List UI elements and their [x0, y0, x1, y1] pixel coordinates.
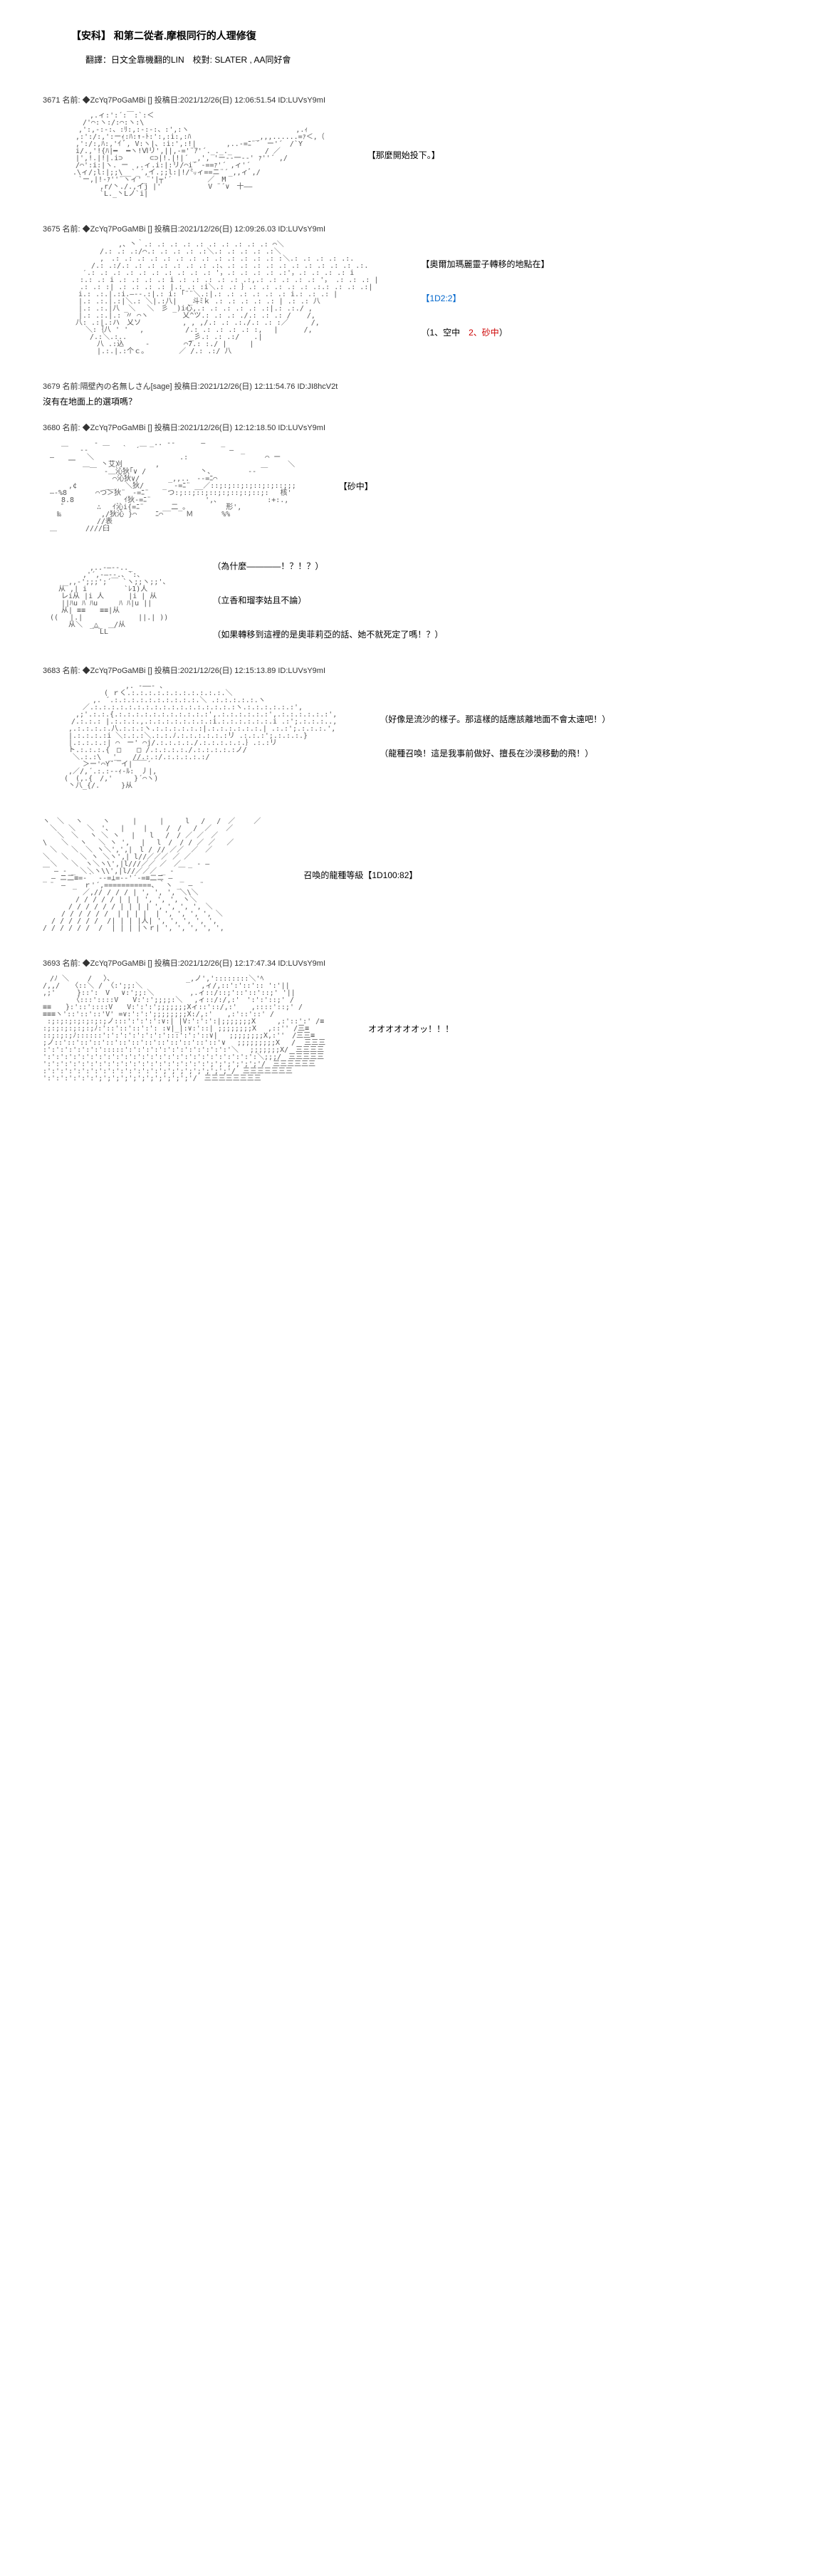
side-text: 【砂中】 — [339, 478, 373, 495]
post-body: ,.ィ:':´:￣:`:＜ /'⌒:ヽ:/:⌒:ヽ:\ ,':,-:-:、:ﾘ:… — [28, 109, 793, 202]
post-header: 3675 名前: ◆ZcYq7PoGaMBi [] 投稿日:2021/12/26… — [43, 223, 793, 234]
posts-container: 3671 名前: ◆ZcYq7PoGaMBi [] 投稿日:2021/12/26… — [28, 94, 793, 1086]
post-header: 3693 名前: ◆ZcYq7PoGaMBi [] 投稿日:2021/12/26… — [43, 957, 793, 969]
page-subtitle: 翻譯：日文全靠機翻的LIN 校對: SLATER , AA同好會 — [85, 53, 793, 66]
ascii-art: ,、丶｀.: .: .: .: .: .: .: .: .: .: ⌒＼ /.:… — [28, 238, 392, 359]
page-title: 【安科】 和第二從者.摩根同行的人理修復 — [71, 28, 793, 43]
ascii-art: ,..-―‐-.._ ,'´,-―--.、`:、 _,,-';;;';´￣ `ヽ… — [28, 561, 184, 640]
post-header: 3671 名前: ◆ZcYq7PoGaMBi [] 投稿日:2021/12/26… — [43, 94, 793, 105]
side-text: 【奧爾加瑪麗靈子轉移的地點在】【1D2:2】（1、空中 2、砂中） — [421, 256, 549, 341]
post-header: 3679 名前:隔壁內の名無しさん[sage] 投稿日:2021/12/26(日… — [43, 380, 793, 392]
side-text: （好像是流沙的樣子。那這樣的話應該離地面不會太遠吧！）（龍種召喚！這是我事前做好… — [380, 711, 610, 762]
side-text: 【那麼開始投下。】 — [367, 147, 440, 164]
post-body: ,. -――- 、 ( ｒく.:.:.:.:.:.:.:.:.:.:.:.＼ ,… — [28, 679, 793, 793]
ascii-art: ‐ ＿ _.. -‐ ― _ ￣ ‐- ｀ ´￣ ― _ ― ＿ ＼ .: ⌒ … — [28, 437, 310, 536]
post-body: ヽ ＼ ヽ ヽ | | l / / ／ ／ ＼ ＼ ＼ '、 | | / / /… — [28, 815, 793, 936]
ascii-art: ヽ ＼ ヽ ヽ | | l / / ／ ／ ＼ ＼ ＼ '、 | | / / /… — [28, 815, 275, 936]
ascii-art: ,.ィ:':´:￣:`:＜ /'⌒:ヽ:/:⌒:ヽ:\ ,':,-:-:、:ﾘ:… — [28, 109, 339, 202]
post-body: ,..-―‐-.._ ,'´,-―--.、`:、 _,,-';;;';´￣ `ヽ… — [28, 558, 793, 643]
ascii-art: ,. -――- 、 ( ｒく.:.:.:.:.:.:.:.:.:.:.:.＼ ,… — [28, 679, 351, 793]
post-body: ,、丶｀.: .: .: .: .: .: .: .: .: .: ⌒＼ /.:… — [28, 238, 793, 359]
ascii-art: /ﾉ ＼ / 〉、 _,ノ','::::::::＼'ﾍ /,,/ 〈::＼ / … — [28, 972, 340, 1086]
post-header: 3680 名前: ◆ZcYq7PoGaMBi [] 投稿日:2021/12/26… — [43, 422, 793, 433]
side-text: オオオオオオッ！！！ — [368, 1021, 454, 1038]
side-text: （為什麼————！？！？）（立香和瑠李姑且不論）（如果轉移到這裡的是奧菲莉亞的話… — [212, 558, 443, 643]
post-body: /ﾉ ＼ / 〉、 _,ノ','::::::::＼'ﾍ /,,/ 〈::＼ / … — [28, 972, 793, 1086]
side-text: 召喚的龍種等級【1D100:82】 — [303, 867, 417, 884]
post-text: 沒有在地面上的選項嗎？ — [43, 395, 793, 407]
post-header: 3683 名前: ◆ZcYq7PoGaMBi [] 投稿日:2021/12/26… — [43, 664, 793, 676]
post-body: ‐ ＿ _.. -‐ ― _ ￣ ‐- ｀ ´￣ ― _ ― ＿ ＼ .: ⌒ … — [28, 437, 793, 536]
